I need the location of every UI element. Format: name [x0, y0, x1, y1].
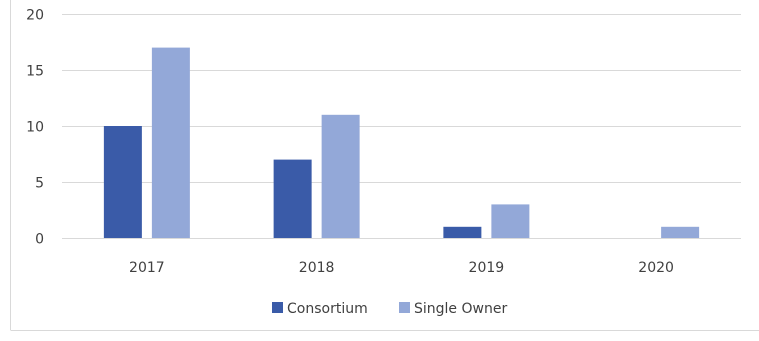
- legend-swatch-single-owner: [399, 302, 410, 313]
- y-tick-label: 10: [26, 120, 44, 136]
- x-tick-label: 2017: [129, 260, 165, 276]
- bar-consortium-2017: [103, 126, 142, 238]
- x-tick-label: 2019: [469, 260, 505, 276]
- legend: Consortium Single Owner: [272, 301, 507, 317]
- bar-consortium-2018: [273, 159, 312, 238]
- bar-single-owner-2019: [491, 204, 530, 238]
- legend-swatch-consortium: [272, 302, 283, 313]
- x-axis-ticks: 2017 2018 2019 2020: [129, 260, 674, 276]
- bar-single-owner-2020: [661, 226, 700, 238]
- x-tick-label: 2018: [299, 260, 335, 276]
- y-axis-ticks: 0 5 10 15 20: [26, 8, 44, 248]
- y-tick-label: 20: [26, 8, 44, 24]
- bar-consortium-2019: [443, 226, 482, 238]
- y-tick-label: 15: [26, 64, 44, 80]
- y-tick-label: 0: [35, 232, 44, 248]
- y-tick-label: 5: [35, 176, 44, 192]
- bars: [103, 47, 700, 238]
- legend-label-consortium: Consortium: [287, 301, 368, 317]
- legend-label-single-owner: Single Owner: [414, 301, 507, 317]
- bar-single-owner-2018: [321, 114, 360, 238]
- bar-single-owner-2017: [151, 47, 190, 238]
- x-tick-label: 2020: [638, 260, 674, 276]
